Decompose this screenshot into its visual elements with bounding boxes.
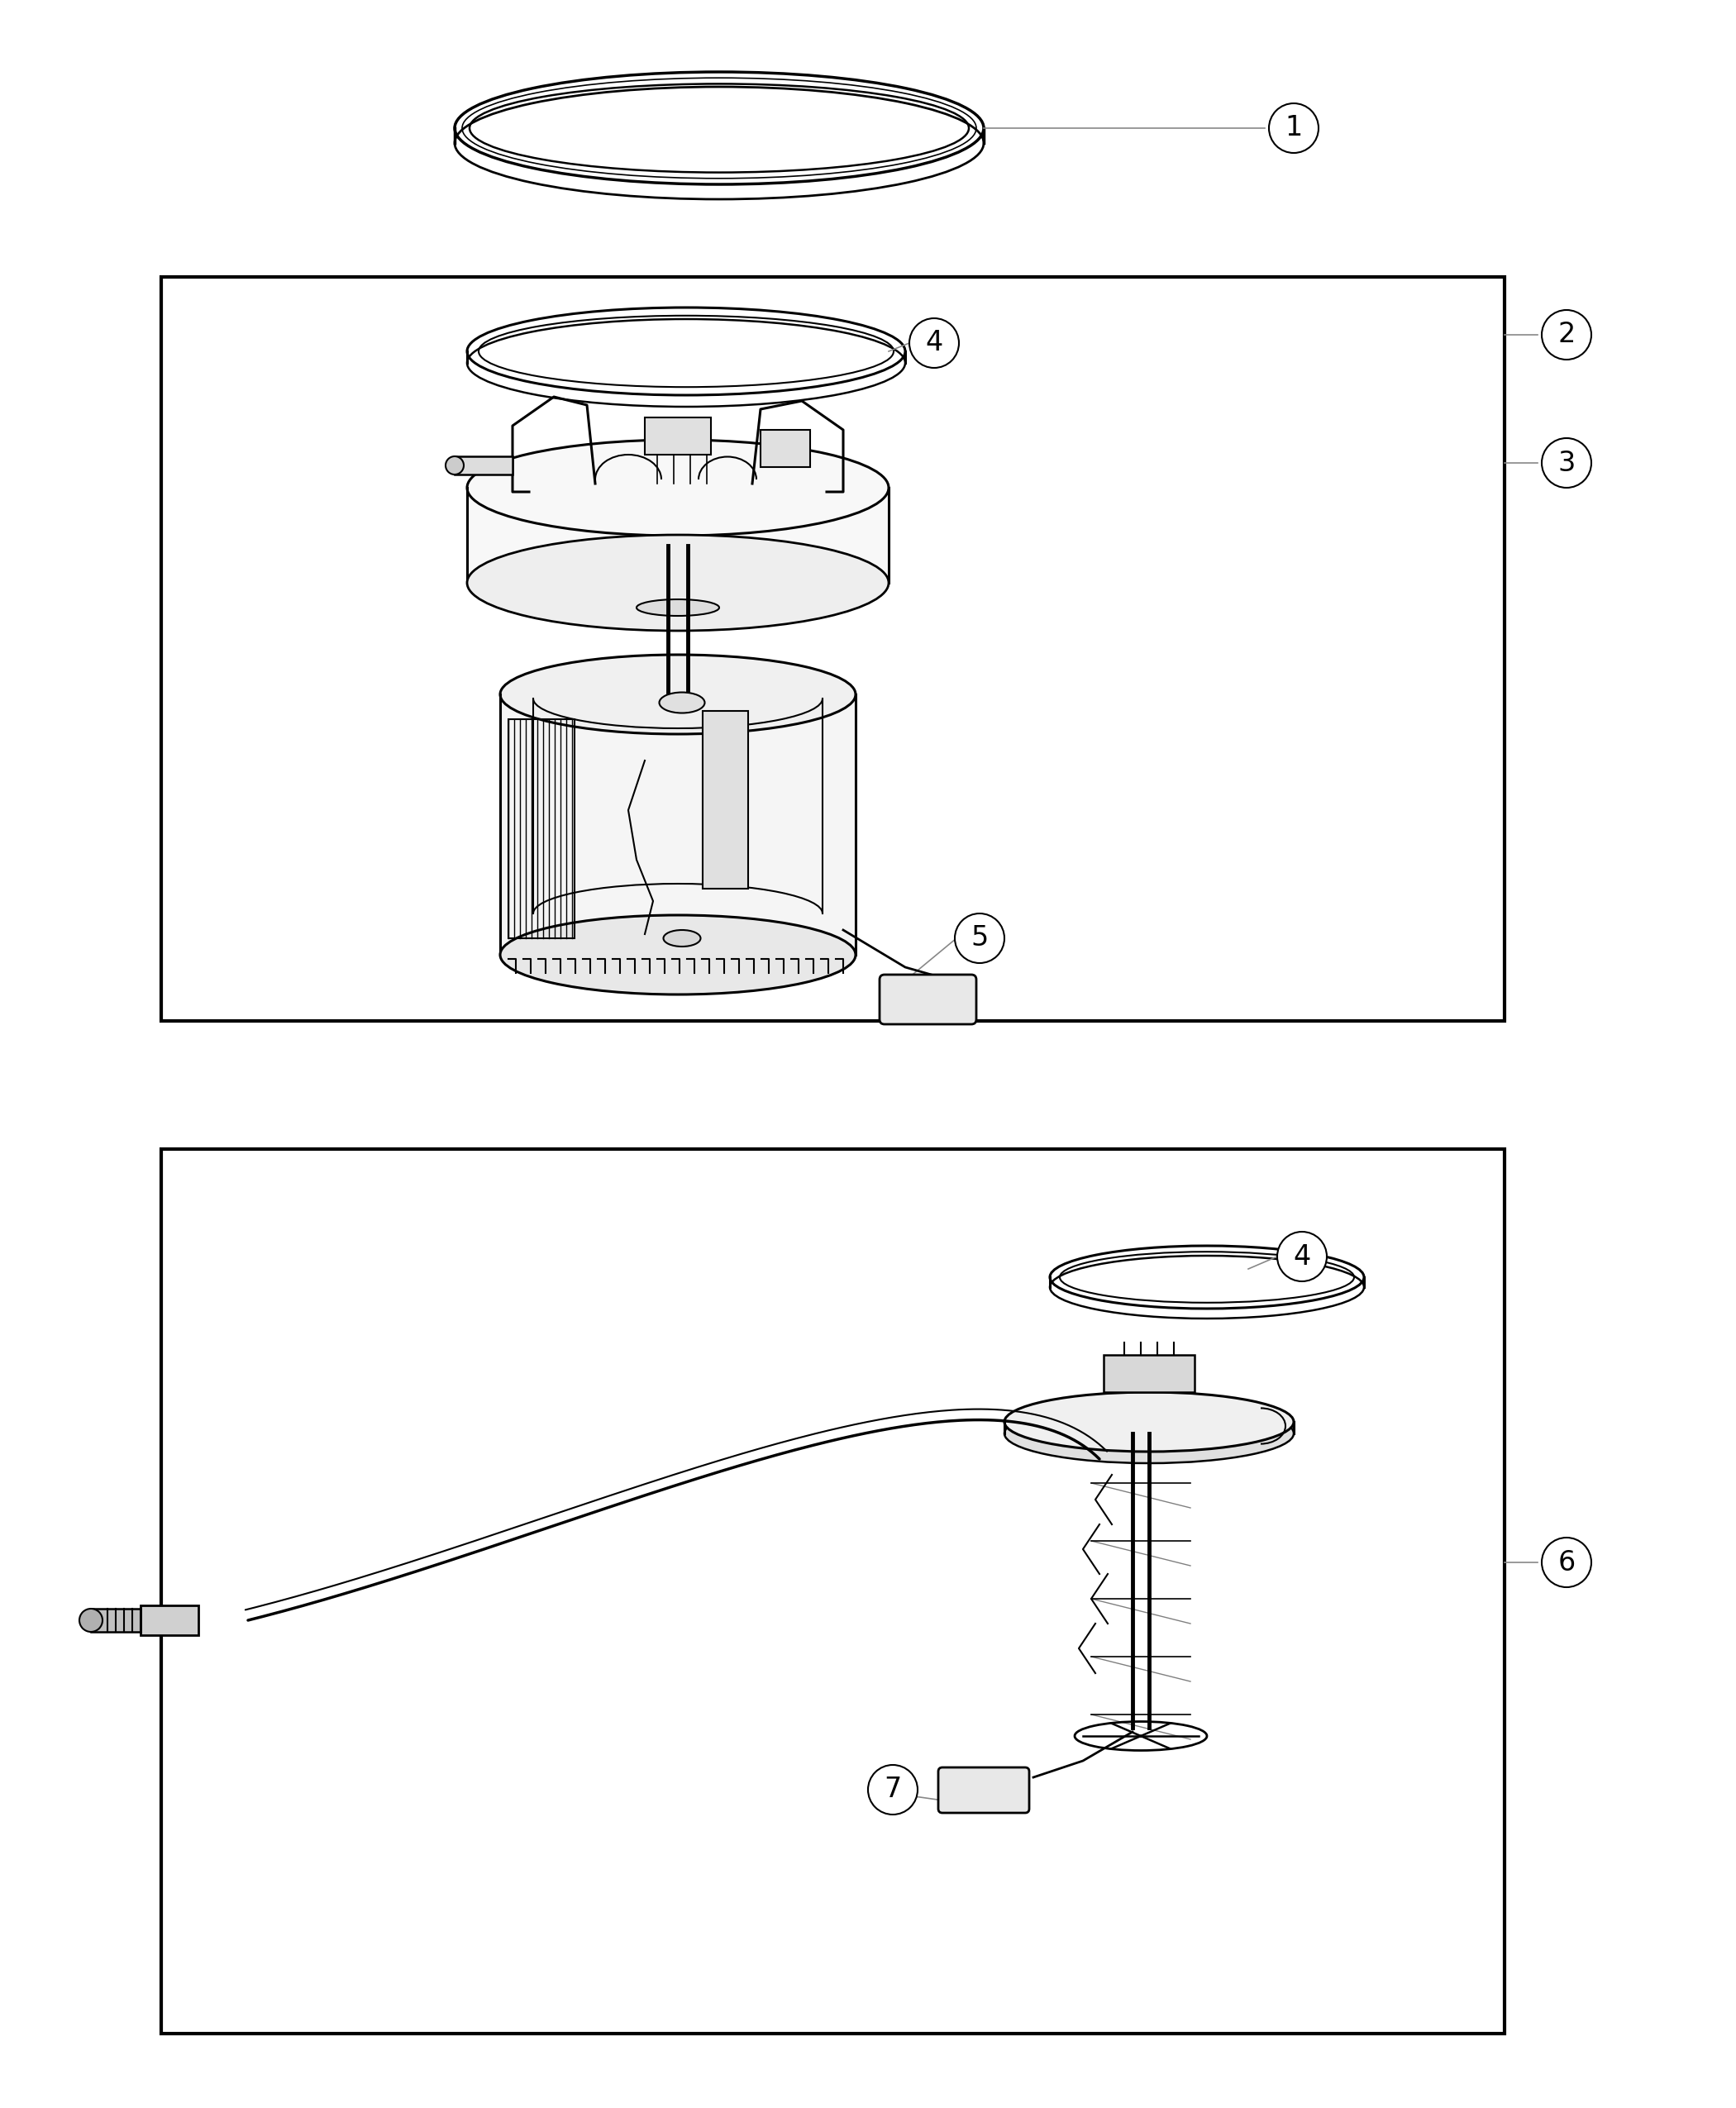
Circle shape: [1542, 438, 1592, 487]
Text: 5: 5: [970, 925, 988, 953]
Ellipse shape: [1005, 1391, 1293, 1452]
Circle shape: [1542, 310, 1592, 360]
Ellipse shape: [1050, 1256, 1364, 1318]
Ellipse shape: [500, 915, 856, 995]
Ellipse shape: [467, 318, 904, 407]
Bar: [760, 430, 811, 468]
Text: 6: 6: [1557, 1549, 1575, 1577]
Ellipse shape: [1005, 1404, 1293, 1463]
Bar: [467, 487, 889, 582]
Circle shape: [955, 913, 1005, 963]
Bar: [161, 1149, 1505, 2034]
Circle shape: [1269, 103, 1319, 154]
Ellipse shape: [446, 455, 464, 474]
Circle shape: [1278, 1231, 1326, 1282]
Ellipse shape: [663, 930, 701, 946]
Ellipse shape: [500, 656, 856, 734]
Bar: [644, 417, 712, 455]
Bar: [500, 694, 856, 955]
Bar: [455, 455, 512, 474]
Bar: [1104, 1355, 1194, 1391]
Ellipse shape: [467, 441, 889, 535]
Ellipse shape: [637, 599, 719, 616]
Bar: [161, 276, 1505, 1020]
Text: 7: 7: [884, 1777, 901, 1802]
Circle shape: [80, 1608, 102, 1632]
Bar: [90, 1608, 141, 1632]
FancyBboxPatch shape: [880, 974, 976, 1024]
Ellipse shape: [467, 535, 889, 630]
Bar: [509, 719, 575, 938]
Circle shape: [868, 1764, 918, 1815]
Ellipse shape: [660, 691, 705, 713]
FancyBboxPatch shape: [937, 1767, 1029, 1813]
Text: 4: 4: [925, 329, 943, 356]
Bar: [703, 710, 748, 890]
Circle shape: [1542, 1537, 1592, 1587]
Text: 4: 4: [1293, 1244, 1311, 1271]
Text: 1: 1: [1285, 114, 1302, 141]
Text: 3: 3: [1557, 449, 1575, 476]
Bar: [141, 1606, 198, 1636]
Text: 2: 2: [1557, 320, 1575, 348]
Ellipse shape: [455, 86, 984, 200]
Circle shape: [910, 318, 958, 369]
